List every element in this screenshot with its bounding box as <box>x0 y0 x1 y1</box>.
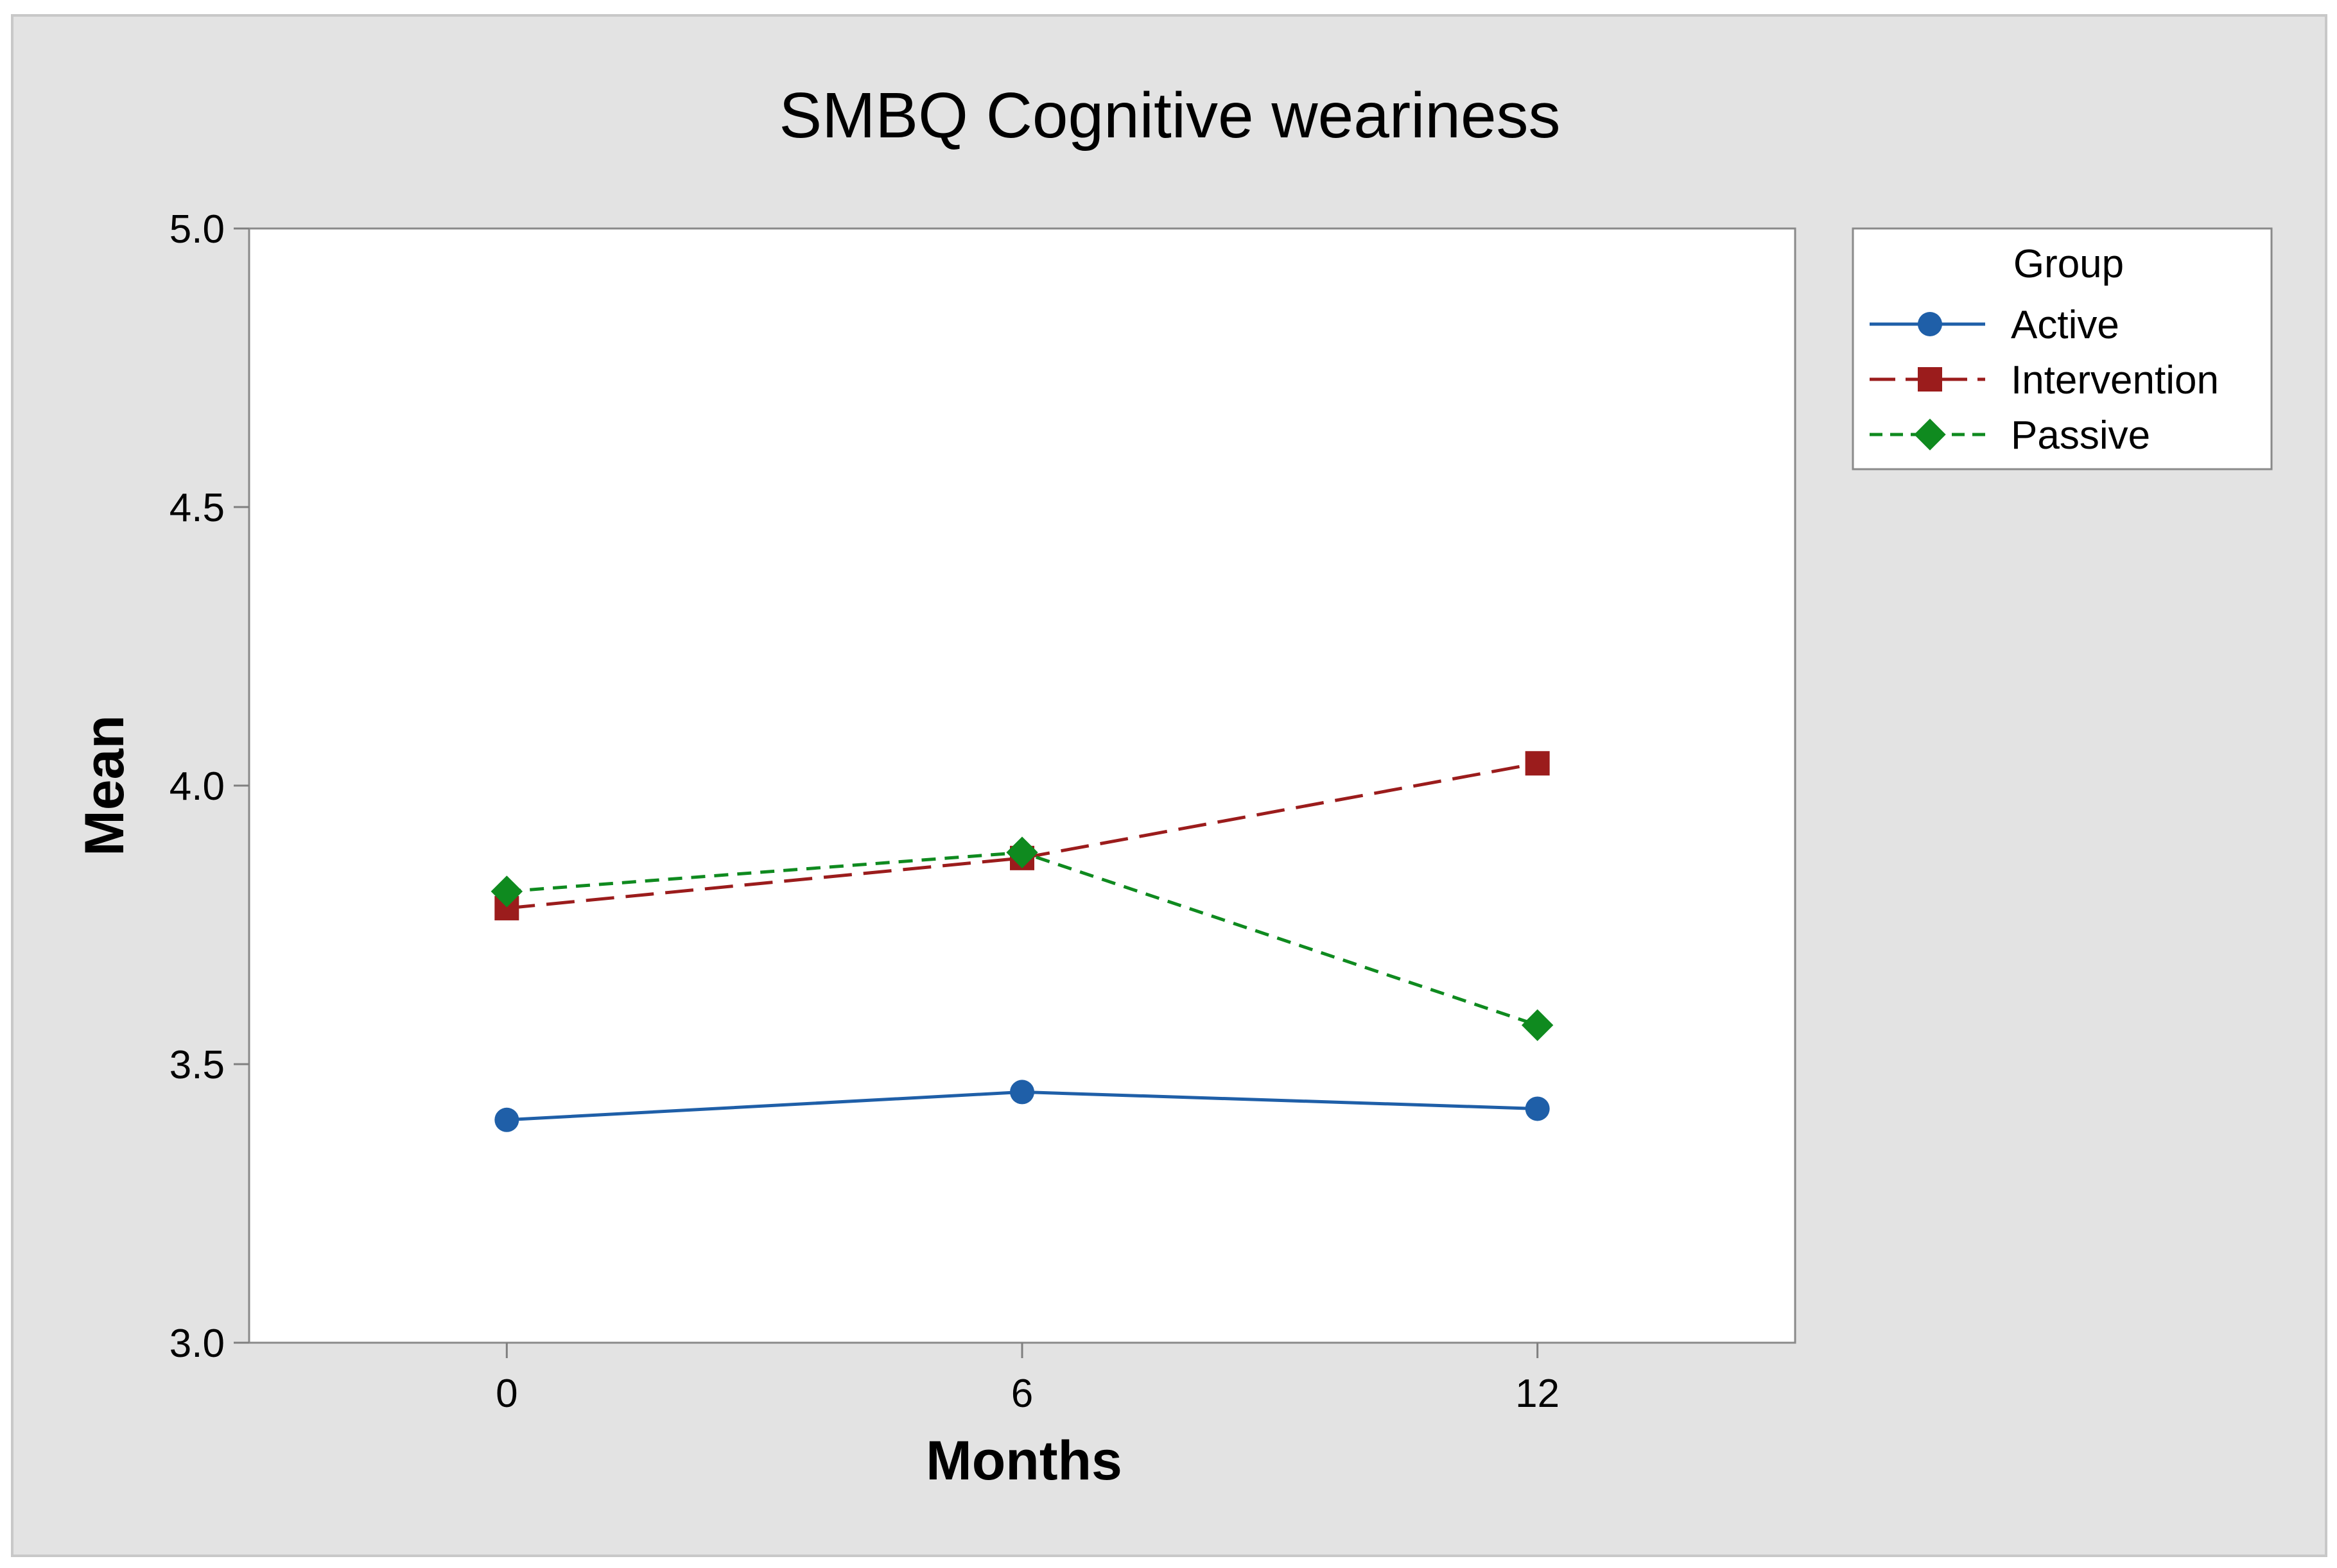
legend-marker-passive <box>1914 418 1946 451</box>
data-point-passive <box>1006 836 1038 868</box>
legend-marker-active <box>1918 312 1942 336</box>
data-point-passive <box>491 875 523 908</box>
x-tick-label: 12 <box>1515 1372 1559 1416</box>
series-active <box>494 1080 1550 1132</box>
x-axis-label: Months <box>926 1430 1122 1492</box>
series-layer <box>491 751 1554 1132</box>
y-axis: 3.0 3.5 4.0 4.5 5.0 <box>169 207 249 1366</box>
legend-title: Group <box>2013 242 2124 286</box>
legend-entry-passive: Passive <box>1870 413 2150 458</box>
y-tick-label: 4.0 <box>169 764 225 809</box>
x-tick-label: 0 <box>496 1372 517 1416</box>
data-point-intervention <box>1525 751 1550 776</box>
legend: Group Active Intervention Passive <box>1852 227 2273 470</box>
plot-area <box>248 227 1796 1344</box>
data-point-active <box>494 1107 519 1132</box>
y-tick-label: 3.5 <box>169 1043 225 1087</box>
series-passive <box>491 836 1554 1041</box>
data-point-active <box>1525 1096 1550 1121</box>
data-point-active <box>1010 1080 1034 1105</box>
x-axis: 0 6 12 <box>496 1343 1559 1416</box>
legend-label-intervention: Intervention <box>2011 358 2219 402</box>
legend-entry-intervention: Intervention <box>1870 358 2219 402</box>
y-axis-label: Mean <box>74 715 135 856</box>
x-tick-label: 6 <box>1011 1372 1033 1416</box>
legend-entries: Active Intervention Passive <box>1870 303 2219 458</box>
data-point-passive <box>1521 1009 1554 1041</box>
y-tick-label: 5.0 <box>169 207 225 252</box>
y-tick-label: 3.0 <box>169 1322 225 1366</box>
legend-entry-active: Active <box>1870 303 2119 347</box>
y-tick-label: 4.5 <box>169 486 225 530</box>
chart-title: SMBQ Cognitive weariness <box>779 80 1560 151</box>
legend-label-passive: Passive <box>2011 413 2150 458</box>
legend-label-active: Active <box>2011 303 2119 347</box>
legend-marker-intervention <box>1918 367 1942 392</box>
